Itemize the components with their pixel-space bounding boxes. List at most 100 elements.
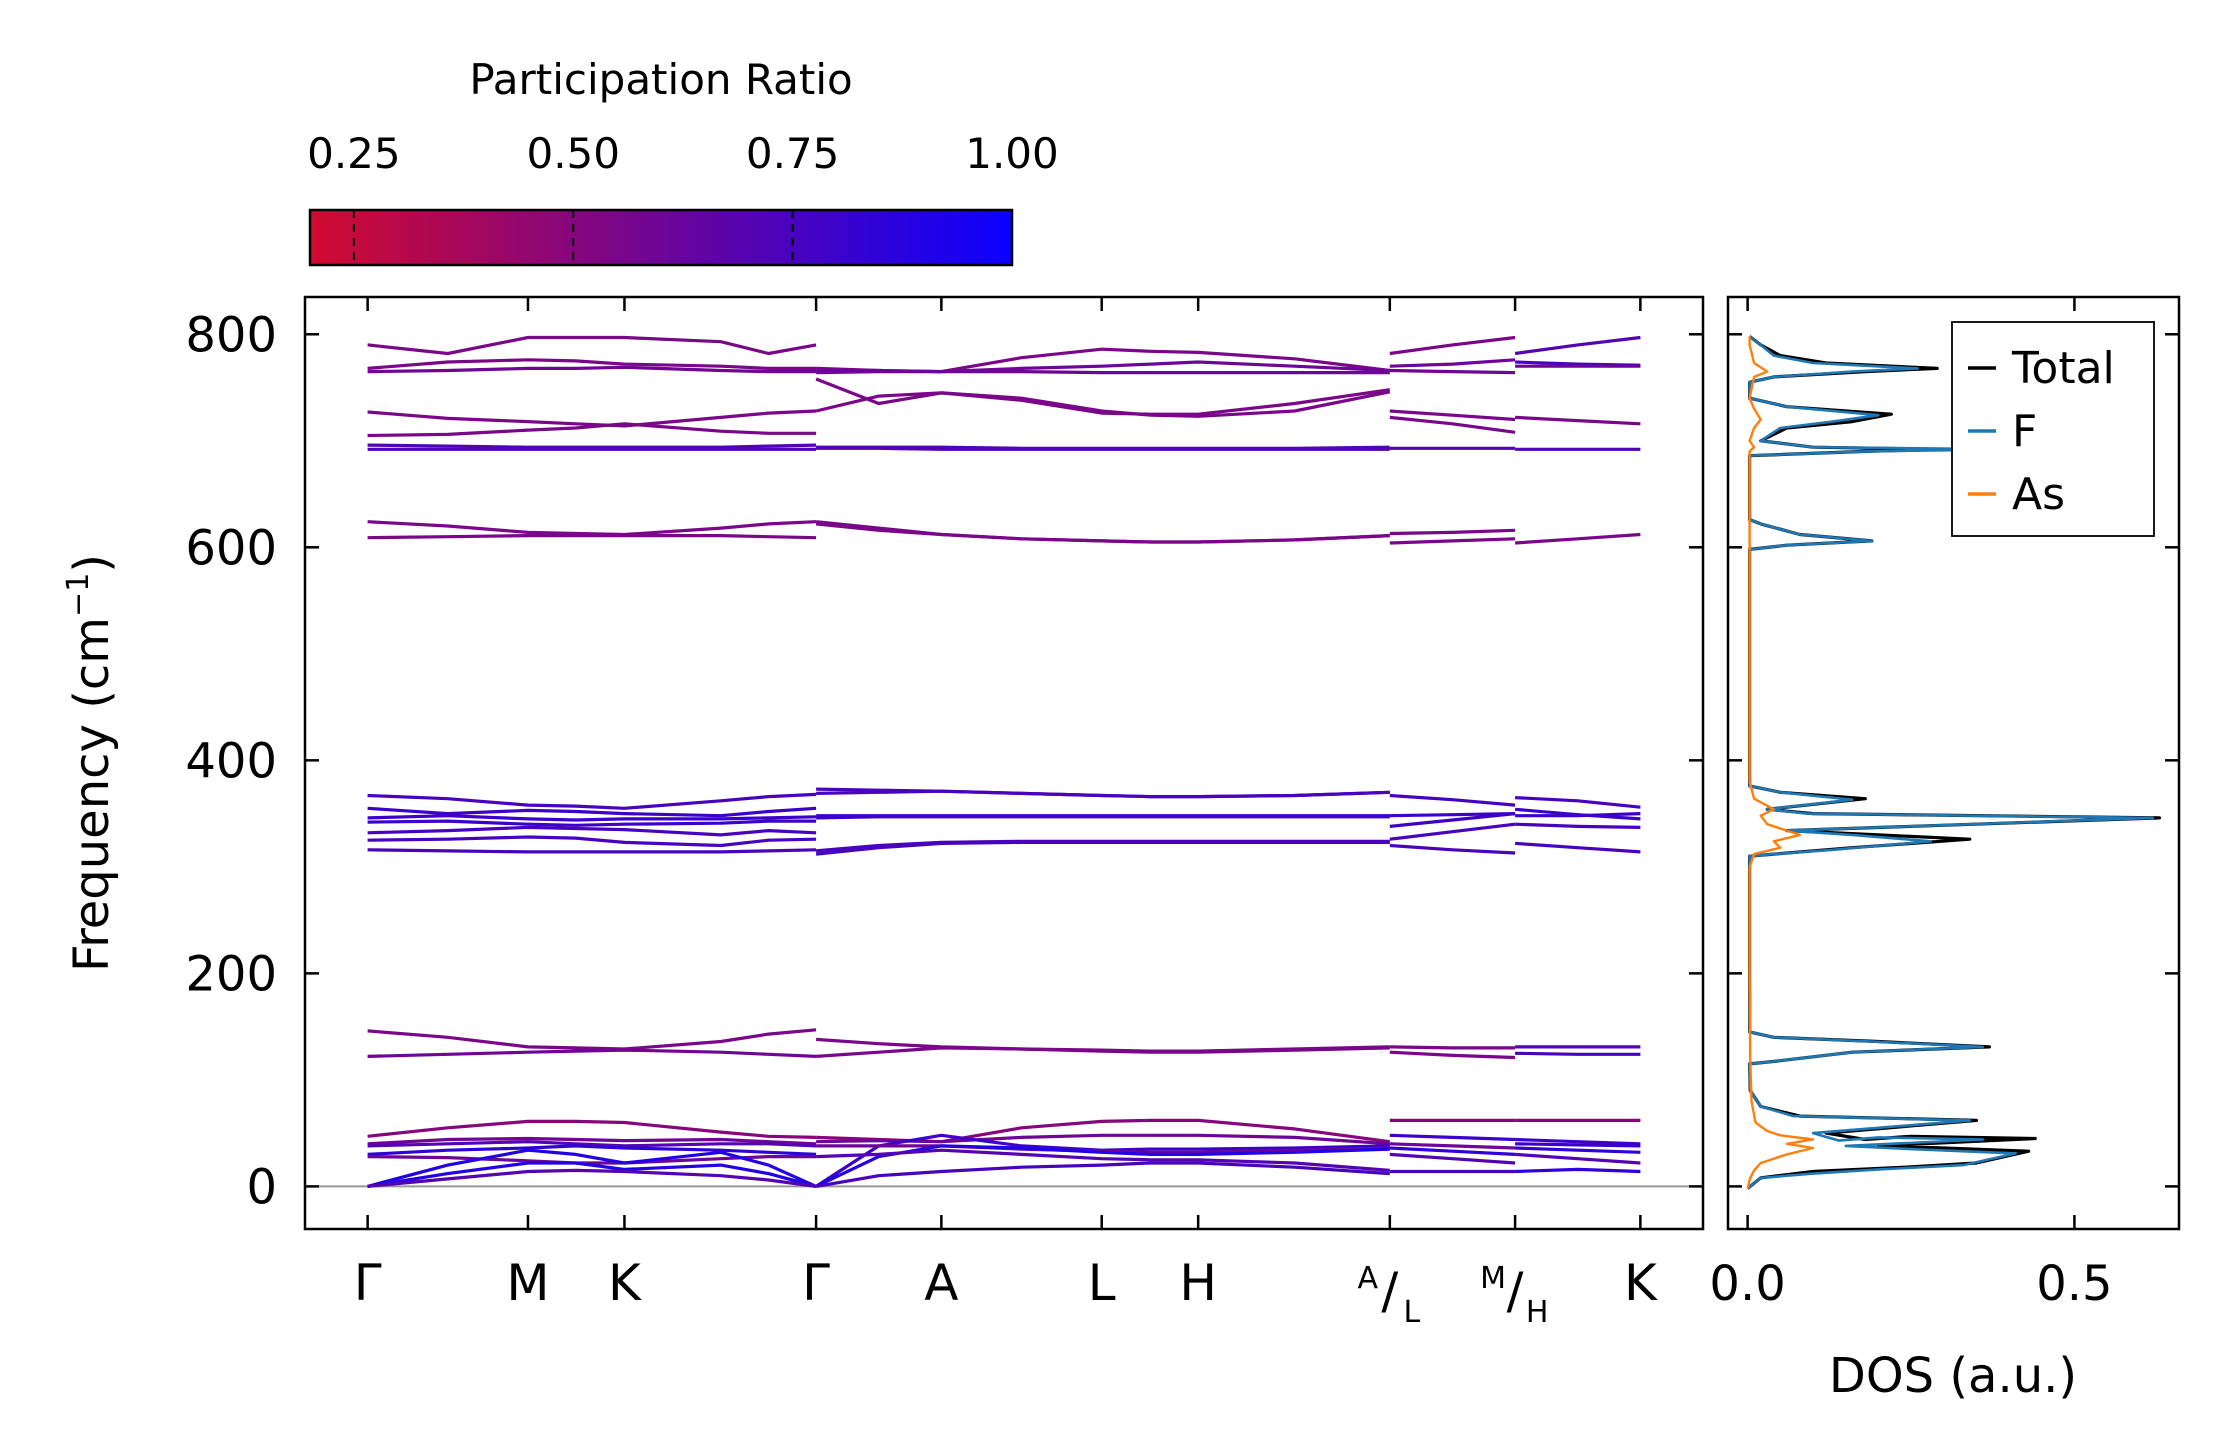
band-line xyxy=(1515,796,1641,809)
band-line xyxy=(367,1028,817,1051)
band-line xyxy=(1389,1050,1516,1060)
colorbar-title: Participation Ratio xyxy=(469,55,852,104)
kpoint-label: H xyxy=(1179,1254,1217,1312)
band-line xyxy=(367,825,817,837)
band-line xyxy=(367,533,817,540)
band-line xyxy=(816,789,1390,799)
band-line xyxy=(1515,812,1641,818)
kpoint-label: K xyxy=(1624,1254,1658,1312)
kpoint-label: Γ xyxy=(354,1254,382,1312)
band-line xyxy=(816,1148,1390,1172)
band-line xyxy=(1514,532,1641,545)
band-y-ticks: 0 200 400 600 800 xyxy=(185,307,1703,1215)
band-line xyxy=(1515,1051,1641,1056)
band-line xyxy=(367,409,817,428)
band-line xyxy=(367,1144,817,1156)
dos-x-ticks: 0.0 0.5 xyxy=(1709,297,2113,1312)
colorbar-tick-labels: 0.25 0.50 0.75 1.00 xyxy=(307,129,1059,178)
band-line xyxy=(1515,822,1641,829)
band-line xyxy=(367,520,817,537)
band-line xyxy=(367,1161,817,1188)
dos-x-axis-label: DOS (a.u.) xyxy=(1829,1348,2077,1404)
band-line xyxy=(367,1154,817,1165)
band-line xyxy=(1515,415,1641,426)
band-line xyxy=(1515,1146,1641,1154)
band-line xyxy=(367,819,817,827)
band-line xyxy=(1389,1146,1516,1156)
band-line xyxy=(815,840,1390,856)
colorbar-tick-label: 0.75 xyxy=(746,129,840,178)
band-line xyxy=(367,1136,817,1146)
kpoint-label-slash: / xyxy=(1381,1262,1398,1320)
band-lines xyxy=(367,335,1641,1188)
dos-lines xyxy=(1746,335,2161,1190)
dos-line-f xyxy=(1746,335,2155,1190)
band-line xyxy=(1389,812,1516,828)
dos-line-as xyxy=(1746,336,1815,1189)
kpoint-label-lower: L xyxy=(1403,1295,1420,1330)
band-line xyxy=(367,335,817,356)
band-line xyxy=(1389,528,1516,536)
band-line xyxy=(1389,409,1516,422)
band-line xyxy=(1389,358,1516,368)
band-line xyxy=(1515,1142,1641,1148)
band-line xyxy=(1389,368,1516,375)
band-line xyxy=(367,1148,817,1188)
band-line xyxy=(1389,1133,1516,1142)
band-x-ticks: Γ M K Γ A L H A / LM / HK xyxy=(354,297,1658,1330)
band-line xyxy=(367,848,817,854)
band-line xyxy=(816,347,1390,374)
band-line xyxy=(1389,1152,1516,1165)
band-line xyxy=(1514,1152,1641,1165)
band-line xyxy=(367,1119,817,1139)
band-line xyxy=(367,1168,817,1188)
dos-x-tick-label: 0.5 xyxy=(2036,1256,2112,1312)
band-line xyxy=(367,1048,817,1058)
band-y-tick-label: 600 xyxy=(185,520,277,576)
band-line xyxy=(367,365,817,374)
band-line xyxy=(367,358,817,370)
dos-x-tick-label: 0.0 xyxy=(1709,1256,1785,1312)
band-line xyxy=(367,806,817,818)
band-line xyxy=(1389,793,1516,807)
kpoint-label: A xyxy=(924,1254,958,1312)
band-line xyxy=(815,1133,1390,1188)
dos-legend: Total F As xyxy=(1951,321,2155,537)
kpoint-label-slash: / xyxy=(1507,1262,1524,1320)
dos-panel: 0.0 0.5 DOS (a.u.) Total F As xyxy=(1709,295,2181,1404)
kpoint-label: Γ xyxy=(802,1254,830,1312)
colorbar-bar xyxy=(308,208,1014,267)
band-line xyxy=(1389,415,1516,434)
band-line xyxy=(816,815,1390,820)
colorbar-tick-label: 0.50 xyxy=(526,129,620,178)
kpoint-label-lower: H xyxy=(1526,1295,1549,1330)
band-line xyxy=(1389,335,1516,356)
kpoint-label: L xyxy=(1088,1254,1116,1312)
dos-y-ticks xyxy=(1728,333,2179,1188)
legend-frame xyxy=(1951,321,2155,537)
band-y-tick-label: 0 xyxy=(246,1159,277,1215)
band-y-tick-label: 200 xyxy=(185,946,277,1002)
band-line xyxy=(1389,537,1516,545)
kpoint-label-split: A / L xyxy=(1358,1261,1421,1330)
band-line xyxy=(1389,843,1516,855)
band-line xyxy=(1389,1045,1516,1050)
band-line xyxy=(815,388,1391,416)
band-line xyxy=(367,835,817,848)
legend-label-total: Total xyxy=(2011,343,2115,394)
kpoint-label-upper: M xyxy=(1480,1261,1506,1296)
band-line xyxy=(815,377,1391,418)
band-line xyxy=(367,422,817,438)
band-line xyxy=(367,1140,817,1148)
colorbar: Participation Ratio 0.25 0.50 0.75 1.00 xyxy=(307,55,1059,267)
kpoint-label: M xyxy=(506,1254,549,1312)
band-y-axis-label: Frequency (cm−1) xyxy=(61,554,120,972)
legend-label-f: F xyxy=(2012,406,2037,457)
band-panel-frame xyxy=(303,295,1705,1231)
kpoint-label-upper: A xyxy=(1358,1261,1379,1296)
band-y-tick-label: 800 xyxy=(185,307,277,363)
legend-label-as: As xyxy=(2012,469,2065,520)
band-line xyxy=(367,443,817,449)
